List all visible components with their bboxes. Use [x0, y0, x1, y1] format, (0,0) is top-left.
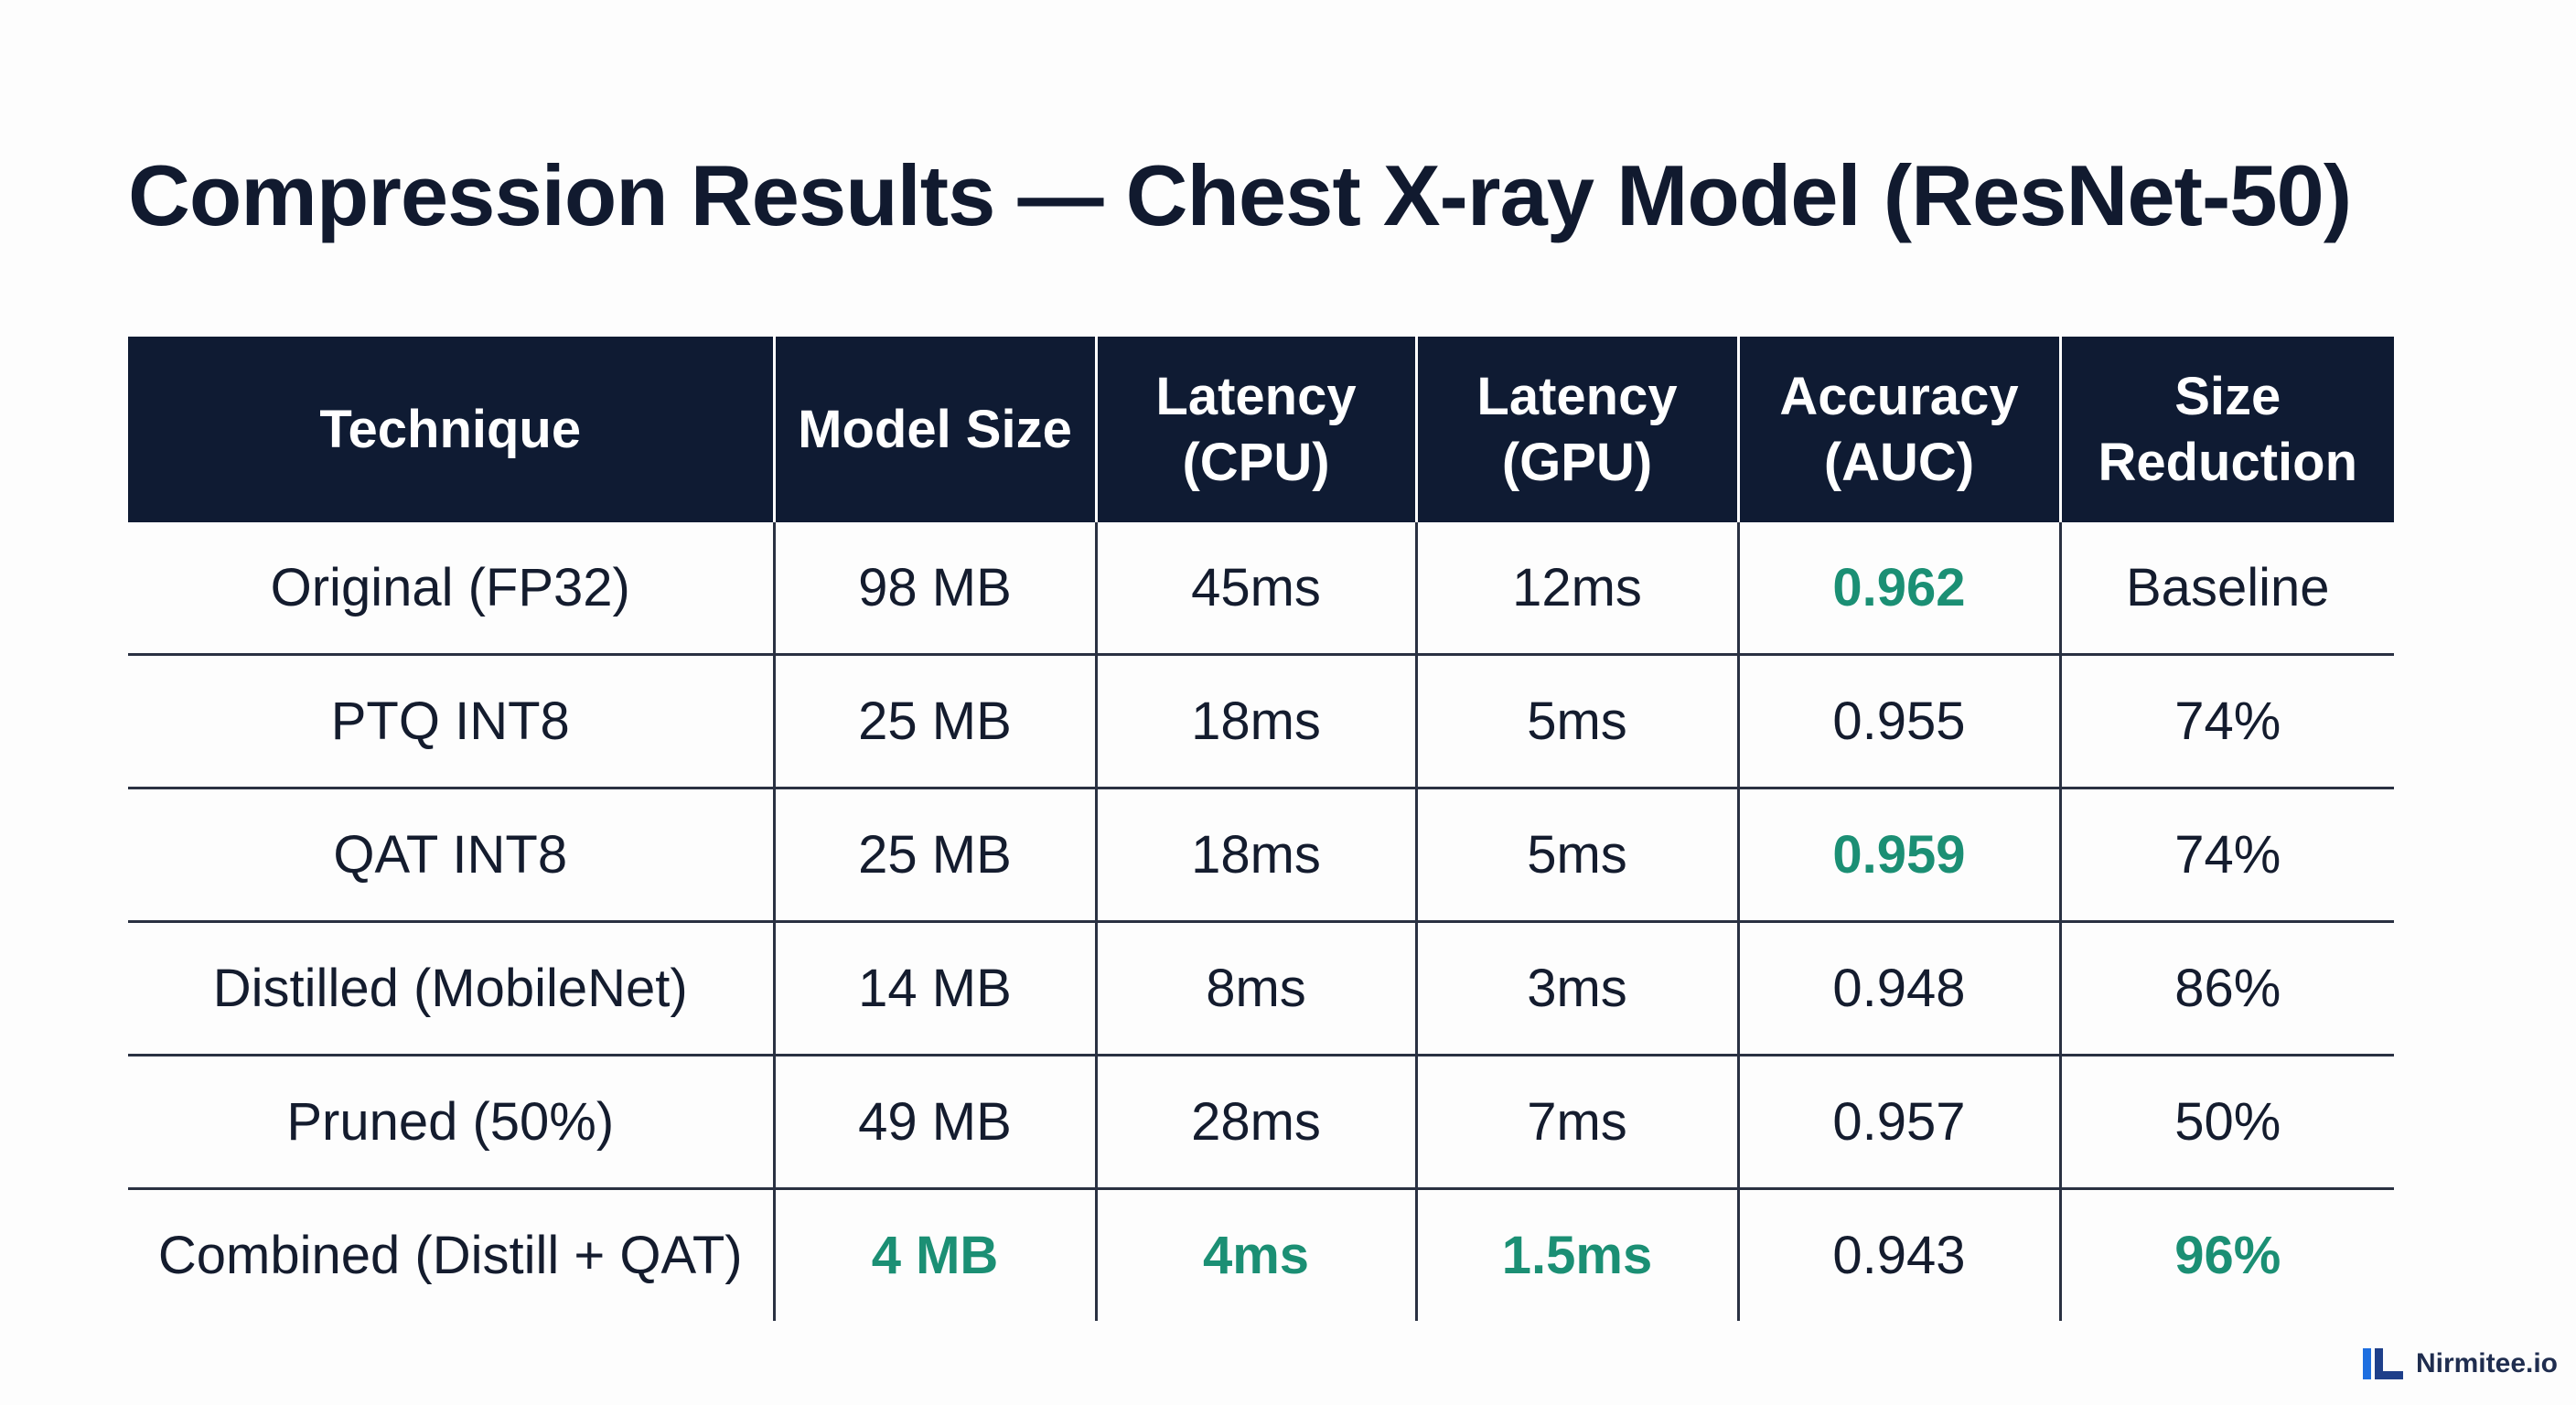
table-cell: 18ms	[1094, 787, 1416, 922]
table-cell: 74%	[2058, 787, 2394, 922]
table-cell: Pruned (50%)	[128, 1054, 774, 1189]
column-header: Technique	[128, 337, 774, 522]
table-cell: 1.5ms	[1414, 1187, 1738, 1321]
table-cell: 18ms	[1094, 653, 1416, 788]
table-row: Combined (Distill + QAT) 4 MB 4ms 1.5ms 0.94…	[128, 1187, 2394, 1321]
brand: Nirmitee.io	[2362, 1348, 2558, 1379]
table-body: Original (FP32) 98 MB 45ms 12ms 0.962 Baselin…	[128, 522, 2394, 1321]
table-cell: 0.948	[1736, 920, 2060, 1056]
table-cell: 14 MB	[772, 920, 1096, 1056]
table-row: Pruned (50%) 49 MB 28ms 7ms 0.957 50%	[128, 1054, 2394, 1189]
table-cell: 25 MB	[772, 787, 1096, 922]
column-header: Accuracy (AUC)	[1736, 337, 2060, 522]
table-cell: Distilled (MobileNet)	[128, 920, 774, 1056]
table-cell: 4 MB	[772, 1187, 1096, 1321]
column-header: Latency (CPU)	[1094, 337, 1416, 522]
table-cell: 74%	[2058, 653, 2394, 788]
table-cell: 7ms	[1414, 1054, 1738, 1189]
table-cell: 3ms	[1414, 920, 1738, 1056]
column-header: Model Size	[772, 337, 1096, 522]
table-cell: 8ms	[1094, 920, 1416, 1056]
table-cell: QAT INT8	[128, 787, 774, 922]
table-cell: 0.955	[1736, 653, 2060, 788]
table-cell: 28ms	[1094, 1054, 1416, 1189]
table-cell: 96%	[2058, 1187, 2394, 1321]
column-header: Latency (GPU)	[1414, 337, 1738, 522]
table-cell: 4ms	[1094, 1187, 1416, 1321]
table-cell: 0.957	[1736, 1054, 2060, 1189]
table-cell: 0.962	[1736, 522, 2060, 655]
table-row: PTQ INT8 25 MB 18ms 5ms 0.955 74%	[128, 653, 2394, 788]
table-cell: 0.943	[1736, 1187, 2060, 1321]
table-cell: Original (FP32)	[270, 558, 630, 617]
table-cell: 5ms	[1414, 787, 1738, 922]
header-row: Technique Model Size Latency (CPU) Latency …	[128, 337, 2394, 522]
table-header: Technique Model Size Latency (CPU) Latency …	[128, 337, 2394, 522]
table-cell: 25 MB	[772, 653, 1096, 788]
table-row: Original (FP32) 98 MB 45ms 12ms 0.962 Baselin…	[128, 522, 2394, 655]
table-cell: 0.959	[1736, 787, 2060, 922]
column-header: Size Reduction	[2058, 337, 2394, 522]
table-cell: 45ms	[1094, 522, 1416, 655]
table-cell: PTQ INT8	[128, 653, 774, 788]
brand-name: Nirmitee.io	[2415, 1348, 2558, 1378]
table-cell: 12ms	[1414, 522, 1738, 655]
results-table: Technique Model Size Latency (CPU) Latency …	[128, 337, 2394, 1321]
brand-logo	[2362, 1348, 2403, 1379]
table-cell: Combined (Distill + QAT)	[128, 1187, 774, 1321]
table-cell: 5ms	[1414, 653, 1738, 788]
title: Compression Results — Chest X-ray Model …	[128, 147, 2352, 243]
table-cell: 86%	[2058, 920, 2394, 1056]
table-cell: 50%	[2058, 1054, 2394, 1189]
table-cell: 98 MB	[772, 522, 1096, 655]
table-row: Distilled (MobileNet) 14 MB 8ms 3ms 0.948 86%	[128, 920, 2394, 1056]
table-cell: 49 MB	[772, 1054, 1096, 1189]
table-cell: Baseline	[2058, 522, 2394, 655]
table-row: QAT INT8 25 MB 18ms 5ms 0.959 74%	[128, 787, 2394, 922]
